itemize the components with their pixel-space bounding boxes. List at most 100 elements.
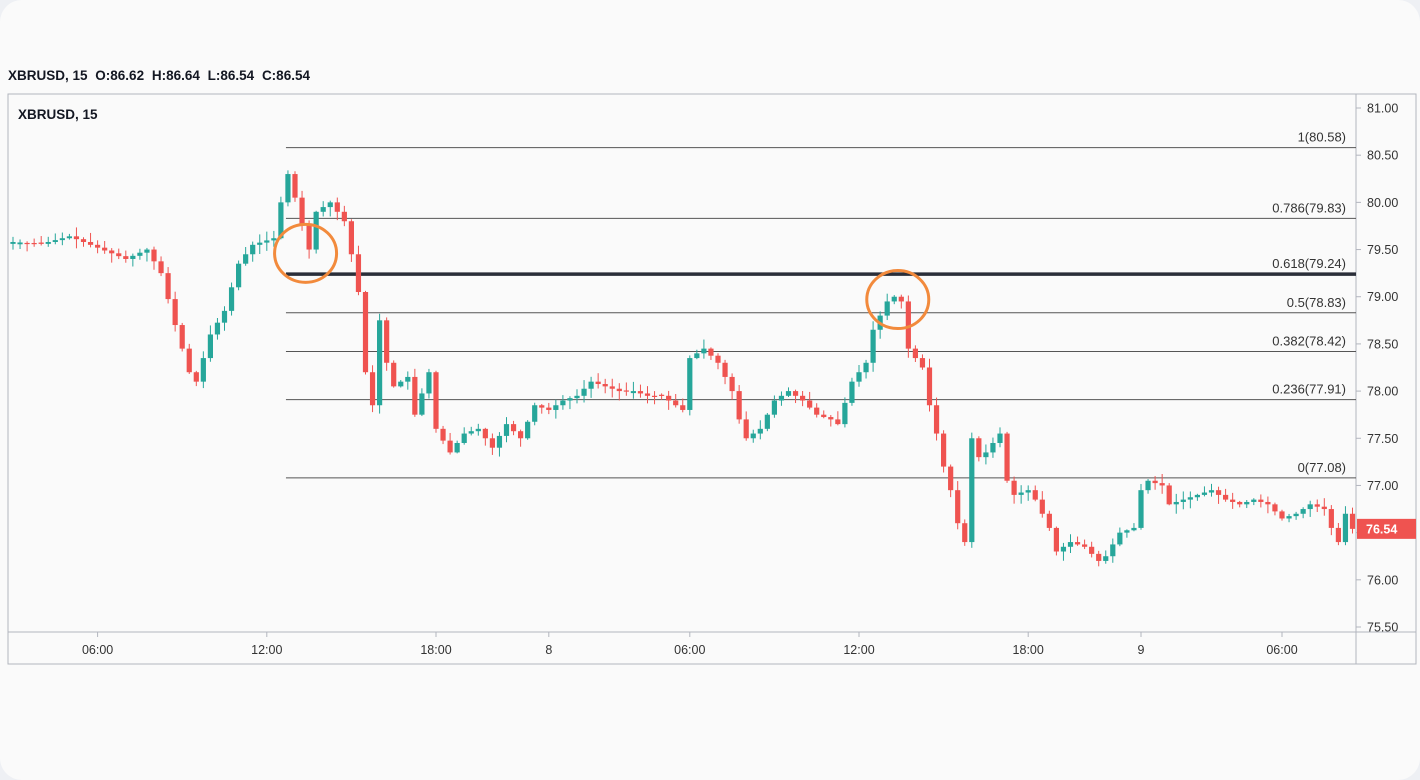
candle-body — [842, 402, 848, 425]
candle-body — [553, 405, 559, 410]
candle — [1166, 483, 1172, 506]
candle-body — [1173, 501, 1179, 505]
candle — [863, 359, 869, 379]
candle — [384, 317, 390, 371]
chart-title: XBRUSD, 15 — [18, 107, 98, 122]
ohlc-symbol: XBRUSD, 15 — [8, 68, 88, 83]
candle — [1251, 498, 1257, 506]
candle-body — [419, 393, 425, 415]
candle — [1152, 476, 1158, 490]
candle — [525, 420, 531, 440]
chart-border — [7, 93, 1417, 665]
candle-body — [17, 242, 23, 245]
candle-body — [355, 254, 362, 293]
highlight-layer — [273, 222, 931, 331]
candle-body — [510, 424, 517, 432]
candle-body — [609, 386, 615, 389]
candle — [1117, 527, 1123, 547]
candle-body — [1004, 433, 1010, 481]
candle-body — [1251, 499, 1257, 502]
candle-body — [532, 405, 538, 422]
candle-body — [1074, 542, 1081, 545]
candle — [757, 420, 763, 440]
candle-body — [341, 211, 347, 222]
y-tick-label: 79.50 — [1367, 243, 1398, 257]
candle-body — [1187, 497, 1193, 500]
candle-body — [1145, 480, 1151, 491]
time-axis[interactable]: 06:00 12:00 18:00 8 06:00 12:00 18:00 9 06:00 — [82, 632, 1298, 657]
candle — [1215, 486, 1222, 504]
candle — [842, 397, 848, 428]
candle-body — [461, 433, 467, 443]
candle-body — [320, 207, 326, 212]
candle-body — [955, 490, 961, 524]
candle-body — [814, 407, 820, 415]
candle-body — [503, 424, 510, 436]
price-axis[interactable]: 81.00 80.50 80.00 79.50 79.00 78.50 78.00 77.50… — [1356, 102, 1416, 635]
candle-body — [327, 202, 333, 208]
candle — [1201, 486, 1208, 497]
candle-body — [45, 241, 51, 244]
candle-body — [1258, 499, 1264, 502]
candle-body — [785, 391, 792, 396]
y-tick-label: 76.00 — [1367, 573, 1398, 587]
candle-body — [1166, 485, 1172, 505]
candle-body — [539, 405, 545, 408]
candle-body — [362, 292, 369, 373]
y-tick-label: 80.00 — [1367, 196, 1398, 210]
candle-body — [630, 391, 636, 394]
candle — [1349, 507, 1356, 534]
candle-body — [863, 362, 869, 373]
candle — [1103, 550, 1109, 564]
candle-body — [10, 241, 16, 244]
candle-body — [926, 367, 933, 406]
candle — [489, 433, 495, 455]
candle — [207, 325, 213, 362]
candle — [856, 365, 862, 387]
candle — [814, 403, 820, 418]
candle-body — [87, 241, 94, 245]
candle — [1307, 500, 1313, 517]
candle — [1342, 506, 1349, 546]
candle-body — [708, 348, 714, 356]
candle — [722, 359, 728, 385]
candle — [1025, 485, 1031, 501]
candle-body — [891, 296, 897, 302]
candle — [320, 201, 326, 217]
candle-body — [1110, 544, 1116, 557]
candle-body — [715, 355, 721, 363]
candle-body — [59, 238, 65, 241]
candle-body — [73, 236, 80, 240]
candle-body — [66, 236, 72, 239]
candle-body — [1244, 501, 1250, 505]
candle — [1018, 485, 1024, 504]
candle-body — [1300, 509, 1306, 514]
candle — [990, 437, 996, 458]
candle — [898, 294, 904, 309]
y-tick-label: 77.00 — [1367, 479, 1398, 493]
candle-body — [778, 395, 785, 401]
candle — [933, 397, 940, 441]
candle — [546, 402, 552, 415]
candle-body — [743, 419, 749, 439]
candle — [355, 245, 362, 296]
candle — [271, 230, 277, 247]
candle-body — [687, 358, 693, 410]
candle — [468, 426, 474, 436]
candle — [369, 365, 376, 413]
candle — [764, 413, 770, 432]
fibonacci-retracement[interactable]: 1(80.58) 0.786(79.83) 0.618(79.24) 0.5(78.8… — [285, 130, 1356, 479]
candle-body — [525, 421, 531, 439]
candle-body — [1117, 532, 1123, 545]
fib-level-label: 0(77.08) — [1298, 460, 1346, 475]
candle-body — [1082, 544, 1088, 547]
candle-body — [1194, 494, 1200, 498]
candle-body — [1131, 527, 1137, 531]
candle-body — [228, 287, 235, 311]
candle — [750, 429, 756, 443]
candle-body — [574, 395, 580, 399]
candle — [257, 234, 263, 254]
candle — [193, 370, 199, 387]
candle — [1194, 493, 1200, 501]
